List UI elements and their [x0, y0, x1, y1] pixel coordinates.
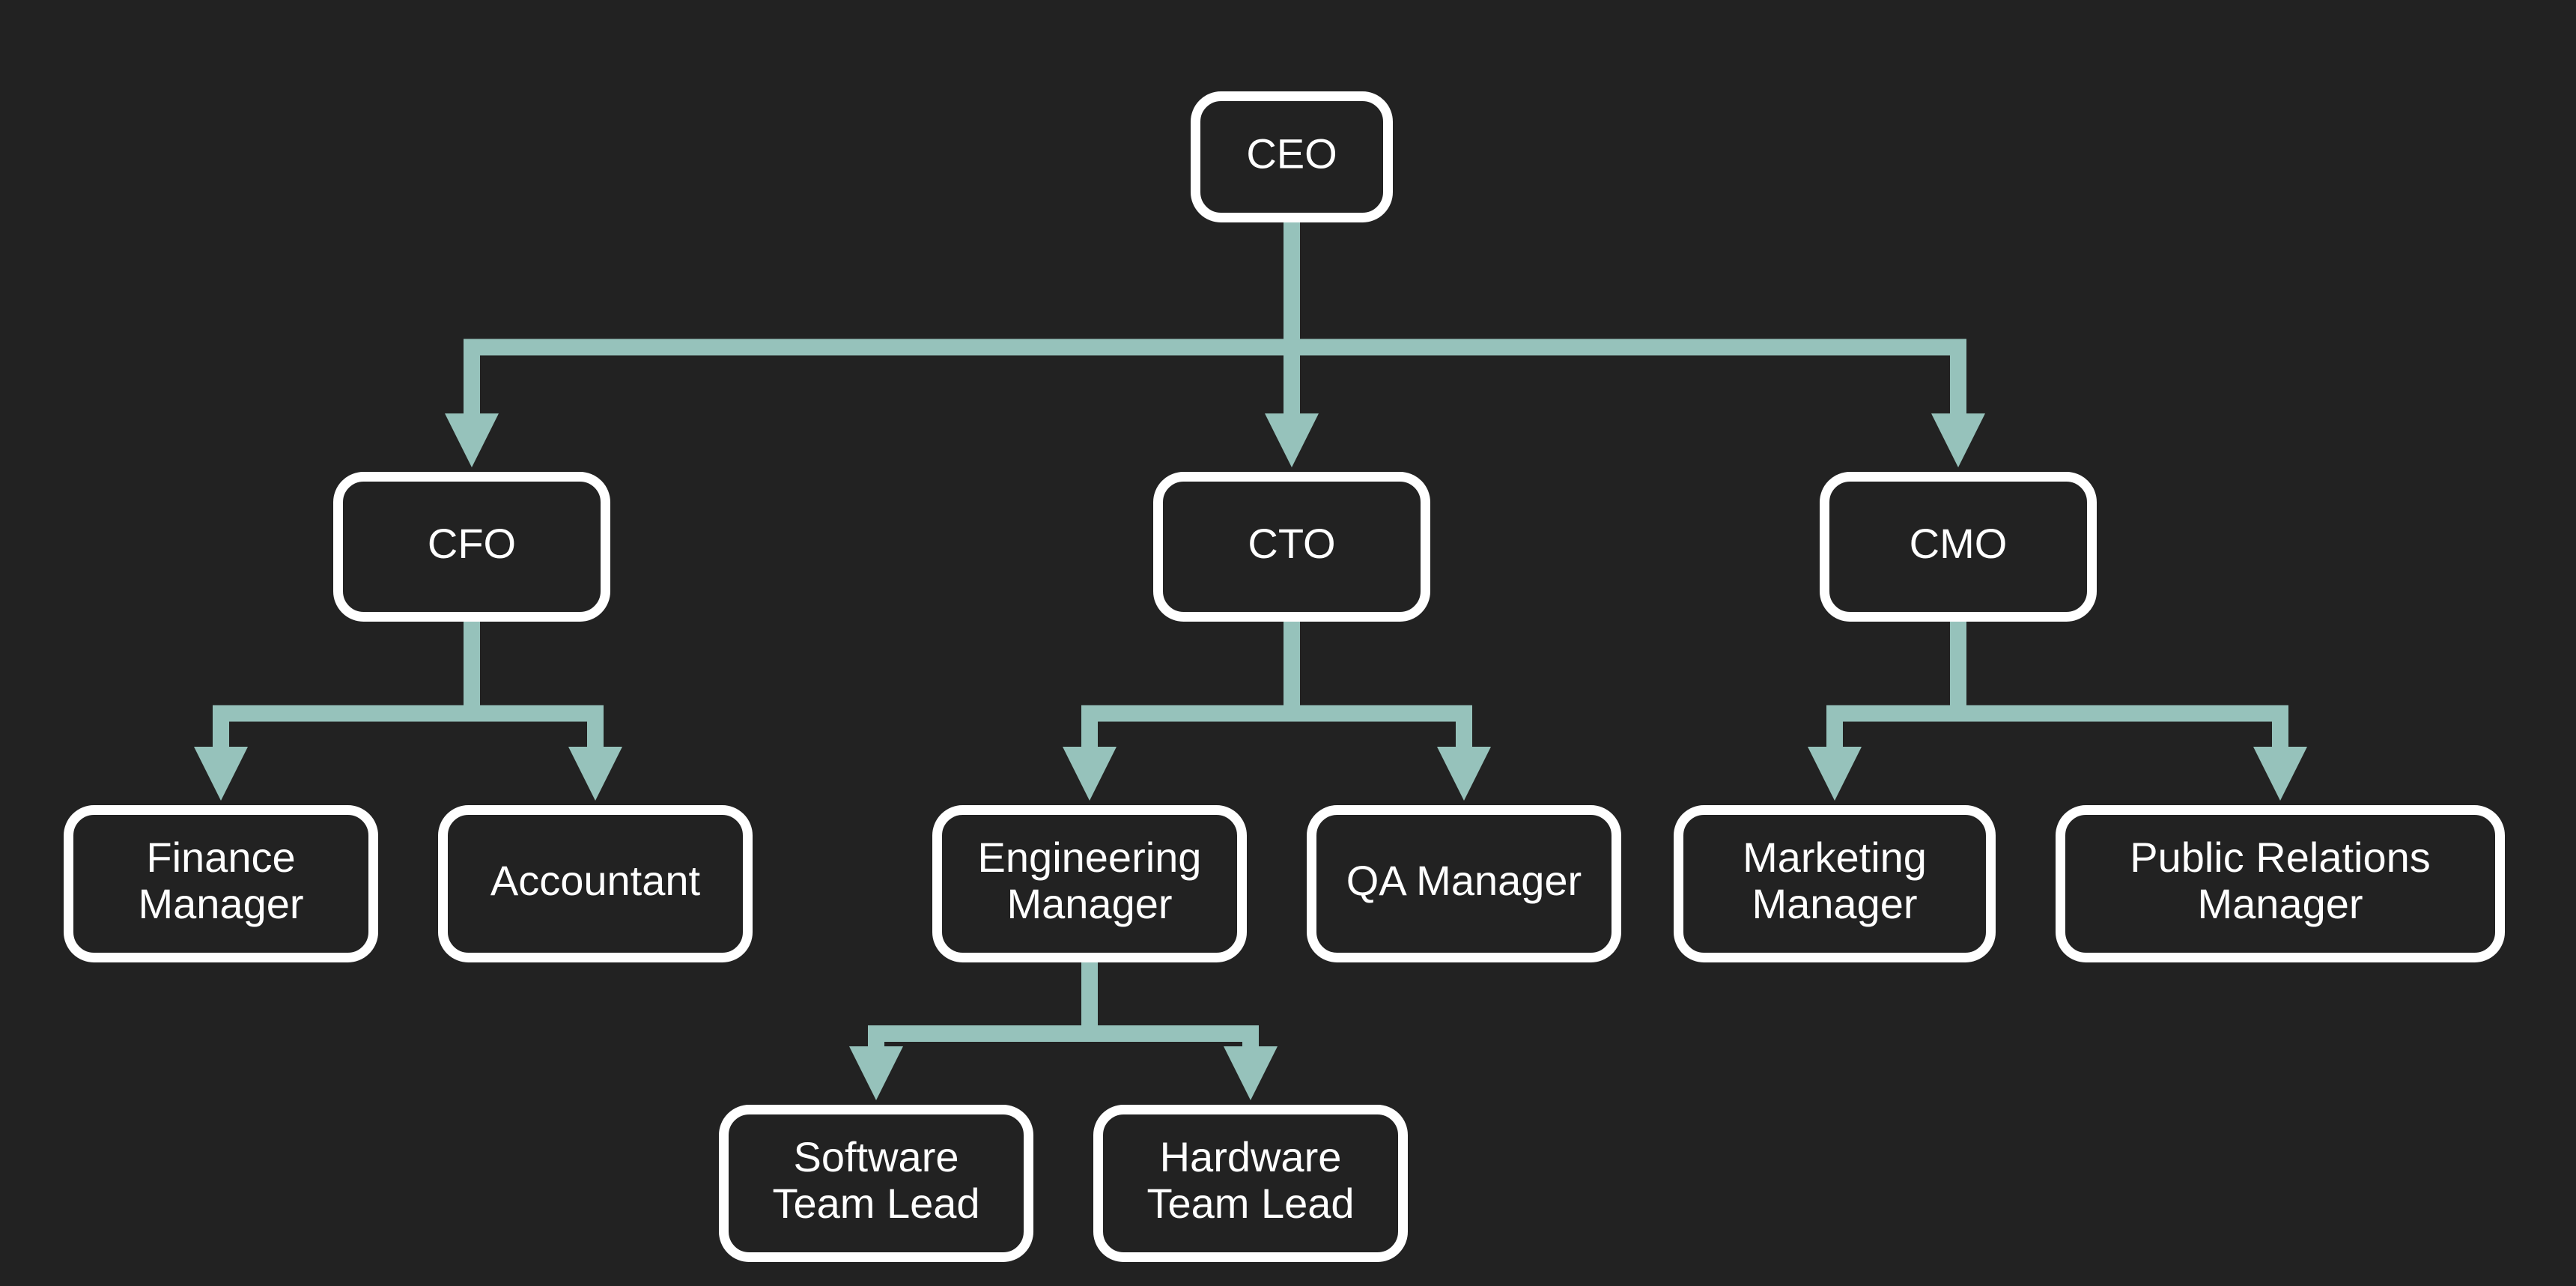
node-label: Accountant [490, 857, 701, 904]
node-pr-mgr: Public RelationsManager [2061, 810, 2500, 958]
node-cto: CTO [1158, 477, 1426, 617]
node-label: HardwareTeam Lead [1146, 1133, 1354, 1227]
node-label: CMO [1910, 520, 2008, 567]
node-acct: Accountant [443, 810, 748, 958]
node-eng-mgr: EngineeringManager [938, 810, 1242, 958]
node-qa-mgr: QA Manager [1312, 810, 1617, 958]
node-label: FinanceManager [138, 834, 303, 927]
node-fin-mgr: FinanceManager [69, 810, 374, 958]
node-label: MarketingManager [1743, 834, 1927, 927]
node-hw-lead: HardwareTeam Lead [1099, 1110, 1403, 1258]
node-label: SoftwareTeam Lead [772, 1133, 979, 1227]
node-label: CFO [428, 520, 516, 567]
node-cmo: CMO [1825, 477, 2092, 617]
node-label: CTO [1248, 520, 1335, 567]
node-label: EngineeringManager [978, 834, 1202, 927]
node-ceo: CEO [1196, 97, 1388, 218]
node-label: QA Manager [1346, 857, 1582, 904]
node-mkt-mgr: MarketingManager [1679, 810, 1991, 958]
node-label: CEO [1246, 130, 1337, 177]
node-cfo: CFO [338, 477, 606, 617]
node-sw-lead: SoftwareTeam Lead [724, 1110, 1029, 1258]
org-chart: CEO CFO CTO CMO FinanceManager Accountant Engi… [0, 0, 2576, 1286]
